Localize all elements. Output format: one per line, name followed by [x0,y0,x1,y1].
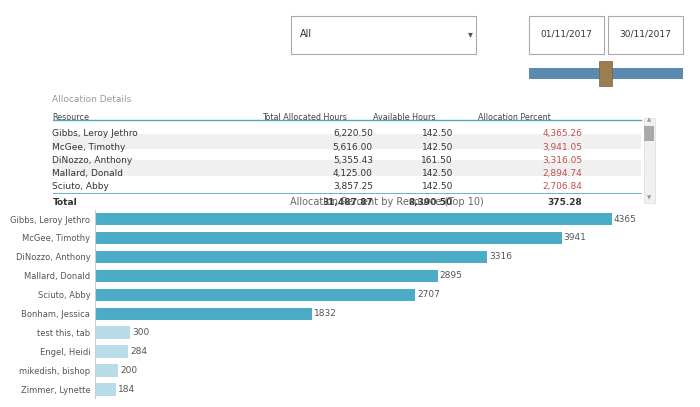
Text: 284: 284 [130,347,147,356]
Text: ▼: ▼ [648,196,652,201]
Bar [94,232,561,244]
Text: 200: 200 [120,366,137,375]
Text: Resource Manager: Resource Manager [290,6,369,15]
Text: 142.50: 142.50 [421,142,453,152]
Text: 3,316.05: 3,316.05 [542,156,582,165]
Text: 3941: 3941 [564,234,587,243]
Bar [94,308,312,320]
Text: DiNozzo, Anthony: DiNozzo, Anthony [52,156,133,165]
Text: 142.50: 142.50 [421,169,453,178]
Text: Total: Total [52,199,77,208]
Text: 375.28: 375.28 [547,199,582,208]
Text: Week Start Date: Week Start Date [528,6,597,15]
Text: 142.50: 142.50 [421,182,453,192]
Text: Mallard, Donald: Mallard, Donald [52,169,123,178]
Text: Allocation Details: Allocation Details [52,95,132,104]
Text: ▲: ▲ [648,117,652,122]
Text: 3,941.05: 3,941.05 [542,142,582,152]
Text: Gibbs, Leroy Jethro: Gibbs, Leroy Jethro [52,129,139,138]
Text: Total Allocated Hours: Total Allocated Hours [262,113,346,122]
Text: Allocation Compliance for RM: Allocation Compliance for RM [10,26,276,42]
Text: 01/11/2017: 01/11/2017 [540,30,592,39]
Text: Sciuto, Abby: Sciuto, Abby [52,182,109,192]
FancyBboxPatch shape [528,16,604,54]
Text: 161.50: 161.50 [421,156,453,165]
Text: 3316: 3316 [489,252,512,261]
Text: Resource: Resource [52,113,90,122]
FancyBboxPatch shape [644,118,655,203]
Text: 4,365.26: 4,365.26 [542,129,582,138]
Bar [94,326,130,339]
Bar [94,213,612,225]
Text: ▾: ▾ [468,29,472,39]
Text: 4,125.00: 4,125.00 [333,169,373,178]
Text: 4365: 4365 [614,214,637,223]
Text: 2895: 2895 [440,271,463,280]
Text: 2,706.84: 2,706.84 [542,182,582,192]
Bar [94,364,118,376]
Title: Allocation Percent by Resource (Top 10): Allocation Percent by Resource (Top 10) [290,197,484,208]
Bar [94,383,116,396]
Bar [94,289,415,301]
Text: Available Hours: Available Hours [373,113,435,122]
Text: 184: 184 [118,385,136,394]
Text: Allocation Percent: Allocation Percent [477,113,550,122]
Text: 5,355.43: 5,355.43 [332,156,373,165]
Text: 30/11/2017: 30/11/2017 [620,30,671,39]
Bar [94,270,438,282]
FancyBboxPatch shape [290,16,476,54]
Text: 1832: 1832 [314,309,337,318]
Text: All: All [300,29,312,39]
Bar [94,251,487,263]
Text: 2707: 2707 [417,290,440,299]
Text: 8,390.50: 8,390.50 [409,199,453,208]
Text: 300: 300 [132,328,149,337]
FancyBboxPatch shape [52,134,640,149]
Text: McGee, Timothy: McGee, Timothy [52,142,126,152]
Text: 3,857.25: 3,857.25 [332,182,373,192]
FancyBboxPatch shape [528,68,683,79]
Bar [94,346,128,358]
FancyBboxPatch shape [645,125,654,142]
Text: 5,616.00: 5,616.00 [332,142,373,152]
FancyBboxPatch shape [599,61,612,86]
Text: 31,487.87: 31,487.87 [322,199,373,208]
FancyBboxPatch shape [608,16,683,54]
Text: 6,220.50: 6,220.50 [333,129,373,138]
FancyBboxPatch shape [52,160,640,176]
Text: 142.50: 142.50 [421,129,453,138]
Text: 2,894.74: 2,894.74 [542,169,582,178]
